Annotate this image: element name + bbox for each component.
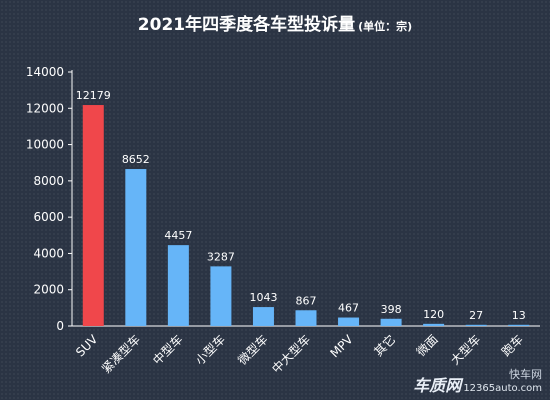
watermark-brand: 车质网 [413, 376, 462, 395]
x-tick-label: 跑车 [498, 332, 526, 360]
bar [210, 266, 232, 326]
chart-title: 2021年四季度各车型投诉量 (单位：宗) [0, 10, 550, 35]
x-tick-label: 小型车 [192, 332, 228, 368]
y-tick-label: 4000 [33, 246, 64, 260]
x-tick-label: 大型车 [447, 332, 483, 368]
bar [295, 310, 317, 326]
bar [423, 323, 445, 326]
watermark-url: 12365auto.com [463, 383, 542, 394]
chart-unit-text: (单位：宗) [358, 20, 413, 33]
watermark: 车质网 12365auto.com [413, 372, 542, 396]
x-tick-label: MPV [328, 332, 357, 361]
bar [252, 307, 274, 326]
data-label: 467 [338, 302, 359, 315]
bar [508, 324, 530, 326]
data-label: 4457 [164, 229, 192, 242]
data-label: 867 [296, 294, 317, 307]
x-tick-label: 中大型车 [269, 332, 314, 377]
bar [125, 169, 147, 326]
x-tick-label: 中型车 [149, 332, 185, 368]
x-tick-label: 紧凑型车 [98, 332, 143, 377]
y-tick-label: 12000 [26, 101, 64, 115]
data-label: 27 [469, 309, 483, 322]
y-tick-label: 6000 [33, 210, 64, 224]
bar [167, 245, 189, 326]
watermark-corner-text: 快车网 [509, 368, 542, 381]
bar [82, 105, 104, 326]
data-label: 12179 [76, 89, 111, 102]
x-tick-label: 微型车 [235, 332, 271, 368]
y-tick-label: 8000 [33, 174, 64, 188]
y-tick-label: 2000 [33, 283, 64, 297]
data-label: 13 [512, 309, 526, 322]
chart-title-text: 2021年四季度各车型投诉量 [137, 15, 356, 35]
y-tick-label: 14000 [26, 65, 64, 79]
y-tick-label: 10000 [26, 138, 64, 152]
bar [465, 324, 487, 326]
data-label: 1043 [249, 291, 277, 304]
x-tick-label: 微面 [414, 332, 441, 359]
x-tick-label: 其它 [371, 332, 399, 360]
bar [380, 318, 402, 326]
y-tick-label: 0 [56, 319, 64, 333]
data-label: 398 [381, 303, 402, 316]
bar [338, 317, 360, 326]
data-label: 3287 [207, 250, 235, 263]
data-label: 8652 [122, 153, 150, 166]
x-tick-label: SUV [73, 332, 101, 360]
data-label: 120 [423, 308, 444, 321]
